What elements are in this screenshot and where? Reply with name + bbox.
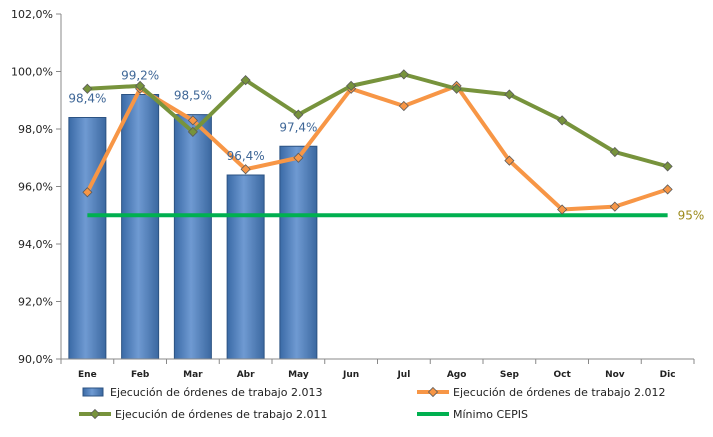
x-tick-label: Jul — [396, 370, 410, 380]
x-tick-label: Mar — [183, 370, 203, 380]
series-point-1 — [398, 69, 409, 80]
series-point-1 — [187, 126, 198, 137]
series-point-0 — [82, 187, 93, 198]
legend: Ejecución de órdenes de trabajo 2.013 Eje… — [79, 386, 665, 421]
bar-series-2013 — [68, 94, 318, 360]
legend-label: Ejecución de órdenes de trabajo 2.013 — [110, 386, 322, 399]
x-tick-label: Jun — [342, 370, 359, 380]
reference-label: 95% — [678, 208, 705, 222]
series-point-1 — [451, 83, 462, 94]
y-tick-label: 90,0% — [18, 353, 53, 366]
bar-2013 — [279, 145, 318, 360]
bar-data-label: 96,4% — [227, 149, 265, 163]
series-point-1 — [662, 161, 673, 172]
axes: 90,0% 92,0% 94,0% 96,0% 98,0% 100,0% 102,0% Ene… — [11, 8, 695, 380]
bar-2013 — [173, 114, 212, 360]
bar-2013 — [68, 117, 107, 360]
line-series — [82, 69, 673, 215]
series-point-0 — [187, 115, 198, 126]
x-tick-label: Oct — [553, 370, 571, 380]
series-point-1 — [135, 80, 146, 91]
legend-swatch-marker — [427, 386, 439, 398]
x-tick-label: Ago — [447, 370, 467, 380]
x-tick-label: Ene — [78, 370, 97, 380]
series-point-1 — [504, 89, 515, 100]
bar-data-label: 97,4% — [279, 120, 317, 134]
series-point-0 — [398, 100, 409, 112]
series-point-1 — [82, 83, 93, 94]
x-tick-label: Nov — [605, 370, 625, 380]
y-tick-label: 102,0% — [11, 8, 53, 21]
y-tick-label: 98,0% — [18, 123, 53, 136]
y-tick-label: 100,0% — [11, 66, 53, 79]
series-point-1 — [609, 146, 620, 158]
reference-line-cepis: 95% — [87, 208, 704, 222]
bar-2013 — [121, 94, 160, 360]
bar-2013 — [226, 174, 265, 360]
bar-data-label: 98,5% — [174, 89, 212, 103]
bar-data-label: 99,2% — [121, 69, 159, 83]
series-line-1 — [87, 72, 669, 169]
legend-label: Ejecución de órdenes de trabajo 2.011 — [115, 408, 327, 421]
series-line-0 — [85, 83, 669, 212]
series-point-0 — [662, 184, 673, 195]
x-tick-label: Sep — [500, 370, 520, 380]
series-point-1 — [240, 75, 251, 86]
legend-swatch-bar — [82, 387, 104, 397]
bar-data-label: 98,4% — [68, 92, 106, 106]
series-point-0 — [240, 164, 251, 175]
legend-label: Mínimo CEPIS — [453, 408, 528, 421]
y-tick-label: 92,0% — [18, 296, 53, 309]
x-tick-label: May — [288, 370, 309, 380]
series-point-0 — [609, 201, 620, 212]
series-point-1 — [346, 80, 357, 91]
y-tick-label: 96,0% — [18, 181, 53, 194]
x-tick-label: Feb — [131, 370, 150, 380]
legend-swatch-marker — [89, 408, 101, 420]
series-point-0 — [557, 204, 568, 215]
series-point-1 — [557, 115, 568, 126]
x-tick-label: Dic — [660, 370, 676, 380]
data-labels: 98,4% 99,2% 98,5% 96,4% 97,4% — [68, 69, 317, 164]
series-point-1 — [293, 109, 304, 120]
y-tick-label: 94,0% — [18, 238, 53, 251]
series-point-0 — [293, 152, 304, 163]
legend-label: Ejecución de órdenes de trabajo 2.012 — [453, 386, 665, 399]
series-point-0 — [504, 155, 515, 166]
x-tick-label: Abr — [237, 370, 255, 380]
